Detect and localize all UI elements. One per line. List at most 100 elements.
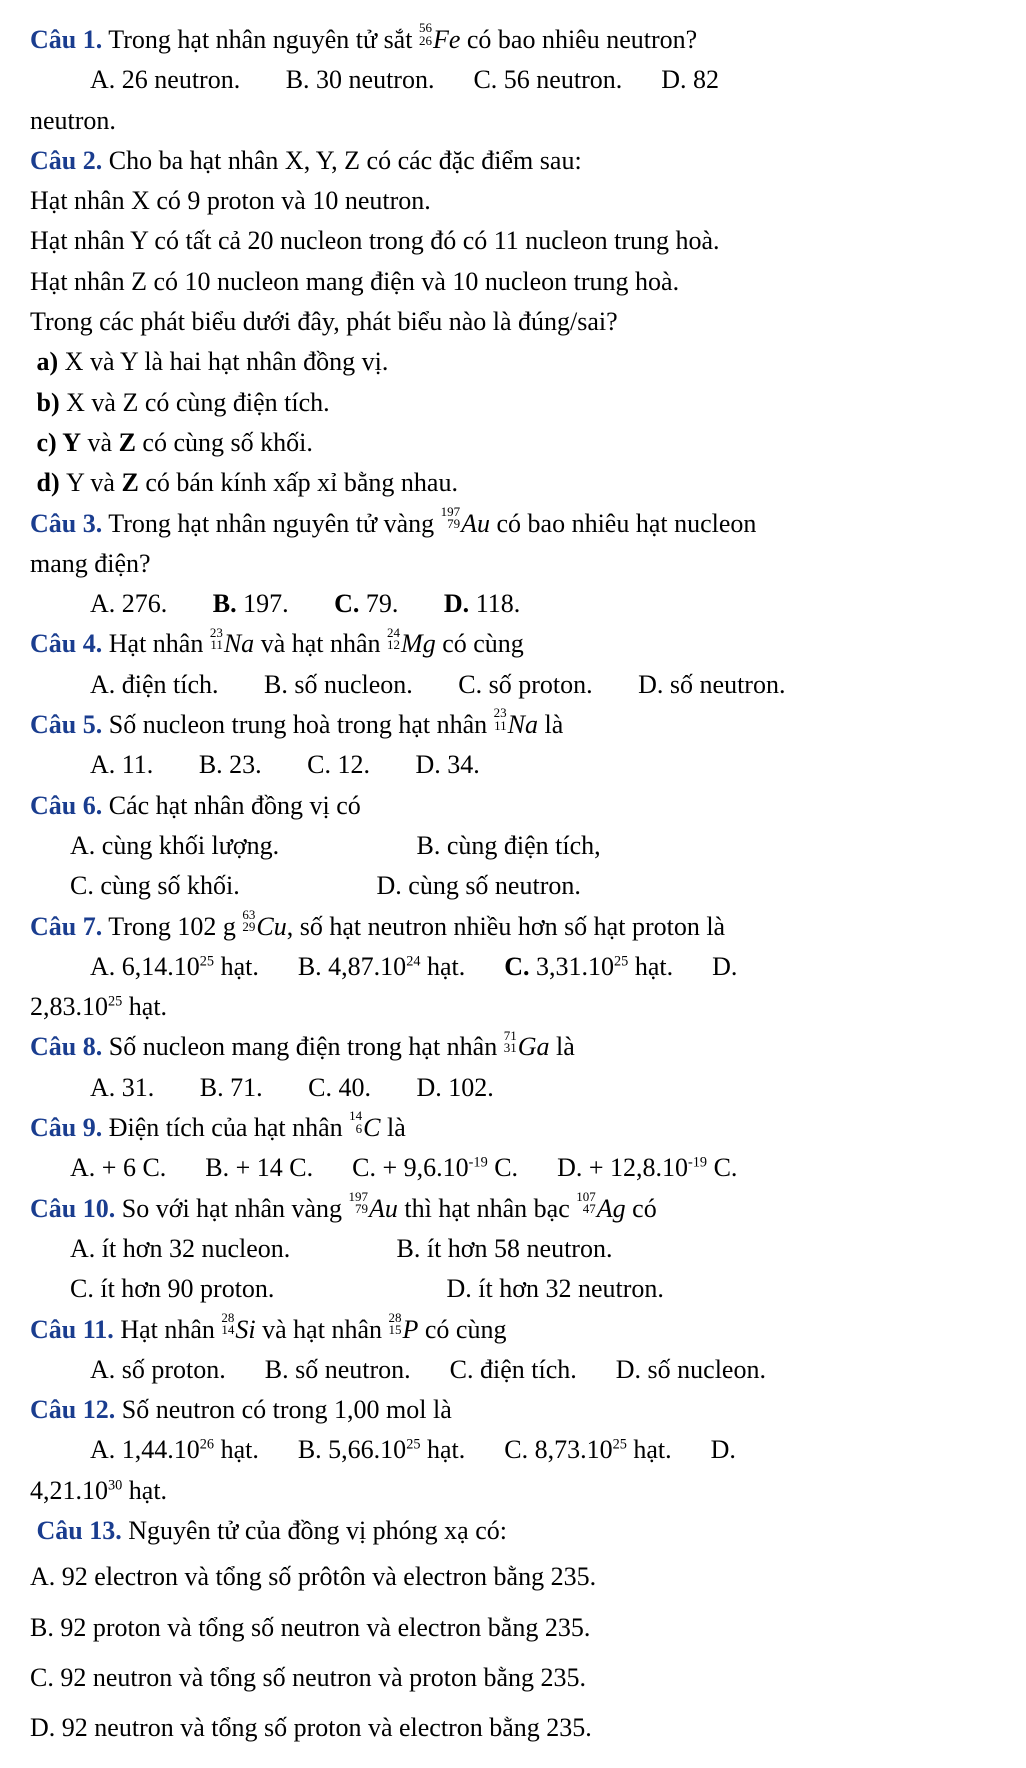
q13-optD: D. 92 neutron và tổng số proton và elect… [30,1708,996,1748]
q9-optD: D. + 12,8.10-19 C. [557,1153,737,1182]
q9-label: Câu 9. [30,1113,102,1142]
q7-n1: 6329Cu [242,907,286,947]
q5-optB: B. 23. [199,750,262,779]
q9-optA: A. + 6 C. [70,1153,166,1182]
q11-optC: C. điện tích. [450,1355,577,1384]
q10: Câu 10. So với hạt nhân vàng 19779Au thì… [30,1189,996,1229]
q3-options: A. 276. B. 197. C. 79. D. 118. [30,584,996,624]
q4-label: Câu 4. [30,629,102,658]
q9-optB: B. + 14 C. [205,1153,313,1182]
q9: Câu 9. Điện tích của hạt nhân 146C là [30,1108,996,1148]
q1-nuclide: 5626Fe [419,20,460,60]
q10-optD: D. ít hơn 32 neutron. [447,1274,664,1303]
q13: Câu 13. Nguyên tử của đồng vị phóng xạ c… [30,1511,996,1551]
q1-optD-cont: neutron. [30,101,996,141]
q7-optD-cont: 2,83.1025 hạt. [30,987,996,1027]
q8-n1: 7131Ga [504,1027,550,1067]
q10-n1: 19779Au [349,1189,398,1229]
q9-options: A. + 6 C. B. + 14 C. C. + 9,6.10-19 C. D… [30,1148,996,1188]
q8-optA: A. 31. [90,1073,154,1102]
q11-optB: B. số neutron. [265,1355,411,1384]
q2-d: d) Y và Z có bán kính xấp xỉ bằng nhau. [30,463,996,503]
q11-n1: 2814Si [221,1310,255,1350]
q3-optD: 118. [469,589,520,618]
q3-nuclide: 19779Au [441,504,490,544]
q8: Câu 8. Số nucleon mang điện trong hạt nh… [30,1027,996,1067]
q2-label: Câu 2. [30,146,102,175]
q5: Câu 5. Số nucleon trung hoà trong hạt nh… [30,705,996,745]
q8-label: Câu 8. [30,1032,102,1061]
q1: Câu 1. Trong hạt nhân nguyên tử sắt 5626… [30,20,996,60]
q8-options: A. 31. B. 71. C. 40. D. 102. [30,1068,996,1108]
q3-label: Câu 3. [30,509,102,538]
q3-optA: A. 276. [90,589,167,618]
q6-optA: A. cùng khối lượng. [70,826,410,866]
q2-b: b) X và Z có cùng điện tích. [30,383,996,423]
q1-optD: D. 82 [661,65,719,94]
q7-optD: D. [712,952,737,981]
q12: Câu 12. Số neutron có trong 1,00 mol là [30,1390,996,1430]
q3: Câu 3. Trong hạt nhân nguyên tử vàng 197… [30,504,996,544]
q6-row1: A. cùng khối lượng. B. cùng điện tích, [30,826,996,866]
q11-label: Câu 11. [30,1315,114,1344]
q5-options: A. 11. B. 23. C. 12. D. 34. [30,745,996,785]
q13-label: Câu 13. [37,1516,122,1545]
q5-label: Câu 5. [30,710,102,739]
q4-n1: 2311Na [210,624,254,664]
q2-l2: Hạt nhân Y có tất cả 20 nucleon trong đó… [30,221,996,261]
q4-optC: C. số proton. [458,670,592,699]
q12-label: Câu 12. [30,1395,115,1424]
q3-optC: 79. [359,589,398,618]
q2-l4: Trong các phát biểu dưới đây, phát biểu … [30,302,996,342]
q9-n1: 146C [349,1108,380,1148]
q11-optD: D. số nucleon. [616,1355,766,1384]
q10-optA: A. ít hơn 32 nucleon. [70,1229,390,1269]
q6-label: Câu 6. [30,791,102,820]
q6: Câu 6. Các hạt nhân đồng vị có [30,786,996,826]
q12-optD-cont: 4,21.1030 hạt. [30,1471,996,1511]
q2-a: a) X và Y là hai hạt nhân đồng vị. [30,342,996,382]
q12-optD: D. [711,1435,736,1464]
q13-optB: B. 92 proton và tổng số neutron và elect… [30,1608,996,1648]
q4-options: A. điện tích. B. số nucleon. C. số proto… [30,665,996,705]
q2-text: Cho ba hạt nhân X, Y, Z có các đặc điểm … [102,146,581,175]
q13-optC: C. 92 neutron và tổng số neutron và prot… [30,1658,996,1698]
q8-optD: D. 102. [416,1073,493,1102]
q7-optA: A. 6,14.1025 hạt. [90,952,259,981]
q10-row2: C. ít hơn 90 proton. D. ít hơn 32 neutro… [30,1269,996,1309]
q4-n2: 2412Mg [387,624,436,664]
q4: Câu 4. Hạt nhân 2311Na và hạt nhân 2412M… [30,624,996,664]
q5-optA: A. 11. [90,750,153,779]
q3-cont: mang điện? [30,544,996,584]
q5-optD: D. 34. [416,750,480,779]
q4-optA: A. điện tích. [90,670,219,699]
q2-l3: Hạt nhân Z có 10 nucleon mang điện và 10… [30,262,996,302]
q8-optC: C. 40. [308,1073,371,1102]
q12-optB: B. 5,66.1025 hạt. [298,1435,465,1464]
q1-optC: C. 56 neutron. [473,65,622,94]
q1-label: Câu 1. [30,25,102,54]
q11: Câu 11. Hạt nhân 2814Si và hạt nhân 2815… [30,1310,996,1350]
q1-options: A. 26 neutron. B. 30 neutron. C. 56 neut… [30,60,996,100]
q2-l1: Hạt nhân X có 9 proton và 10 neutron. [30,181,996,221]
q1-text-before: Trong hạt nhân nguyên tử sắt [102,25,419,54]
q1-optA: A. 26 neutron. [90,65,240,94]
q4-optB: B. số nucleon. [264,670,413,699]
q2-c: c) Y và Z có cùng số khối. [30,423,996,463]
q7-label: Câu 7. [30,912,102,941]
q11-optA: A. số proton. [90,1355,226,1384]
q13-optA: A. 92 electron và tổng số prôtôn và elec… [30,1557,996,1597]
q6-optB: B. cùng điện tích, [417,831,601,860]
q3-optB: 197. [237,589,289,618]
q11-options: A. số proton. B. số neutron. C. điện tíc… [30,1350,996,1390]
q12-optA: A. 1,44.1026 hạt. [90,1435,259,1464]
q12-optC: C. 8,73.1025 hạt. [504,1435,671,1464]
q8-optB: B. 71. [200,1073,263,1102]
q6-row2: C. cùng số khối. D. cùng số neutron. [30,866,996,906]
q7-optB: B. 4,87.1024 hạt. [298,952,465,981]
q7: Câu 7. Trong 102 g 6329Cu, số hạt neutro… [30,907,996,947]
q5-n1: 2311Na [494,705,538,745]
q9-optC: C. + 9,6.10-19 C. [352,1153,518,1182]
q7-options: A. 6,14.1025 hạt. B. 4,87.1024 hạt. C. 3… [30,947,996,987]
q10-n2: 10747Ag [576,1189,625,1229]
